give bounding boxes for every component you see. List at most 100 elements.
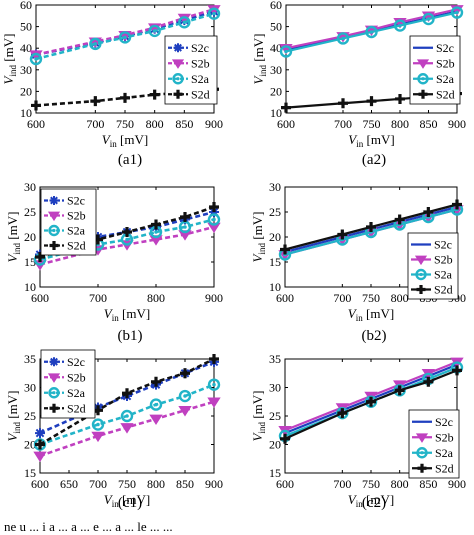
y-tick-label: 10: [24, 280, 36, 294]
data-point: [207, 378, 221, 391]
data-point: [207, 7, 221, 20]
data-point: [89, 37, 102, 51]
x-axis-label: Vin [mV]: [348, 492, 394, 509]
series-line: [35, 8, 215, 56]
y-tick-label: 20: [269, 438, 281, 452]
y-tick-label: 35: [24, 352, 36, 366]
x-tick-label: 900: [205, 291, 223, 305]
legend-label: S2a: [191, 72, 210, 86]
data-point: [91, 418, 105, 431]
data-point: [336, 32, 350, 45]
x-tick-label: 600: [276, 477, 294, 491]
data-point: [149, 89, 160, 100]
series-S2c: [284, 363, 458, 435]
data-point: [450, 6, 464, 19]
legend-label: S2a: [436, 72, 455, 86]
x-tick-label: 850: [176, 477, 194, 491]
legend-marker: [173, 89, 183, 99]
panel-caption: (c2): [362, 495, 386, 511]
legend-marker: [414, 255, 428, 266]
data-point: [120, 423, 134, 434]
legend-marker: [47, 373, 61, 383]
legend-label: S2b: [434, 253, 453, 267]
x-tick-label: 750: [362, 477, 380, 491]
series-line: [39, 400, 215, 458]
x-tick-label: 850: [175, 117, 193, 131]
data-point: [118, 31, 132, 44]
x-tick-label: 700: [86, 117, 104, 131]
legend-label: S2d: [67, 239, 86, 253]
y-tick-label: 60: [270, 0, 282, 12]
data-point: [279, 45, 293, 58]
x-tick-label: 700: [333, 477, 351, 491]
x-tick-label: 750: [116, 117, 134, 131]
data-point: [365, 25, 378, 39]
legend-label: S2b: [435, 430, 454, 444]
x-tick-label: 750: [363, 117, 381, 131]
x-tick-label: 900: [448, 477, 466, 491]
x-tick-label: 800: [391, 477, 409, 491]
chart-panel-c2: 600 700 750 800 850 900 15 20 25 30 35 Vin [mV] Vind…: [250, 352, 466, 511]
y-tick-label: 25: [24, 409, 36, 423]
y-tick-label: 10: [270, 106, 282, 120]
y-tick-label: 15: [24, 466, 36, 480]
x-tick-label: 900: [205, 117, 223, 131]
y-tick-label: 20: [20, 84, 32, 98]
legend-label: S2c: [434, 238, 452, 252]
legend-label: S2c: [67, 355, 85, 369]
x-tick-label: 700: [89, 291, 107, 305]
legend-label: S2c: [435, 415, 453, 429]
legend-marker: [415, 268, 427, 281]
bottom-caption: ne u ... i a ... a ... e ... a ... le ..…: [4, 519, 173, 534]
legend-label: S2c: [436, 41, 454, 55]
series-S2a: [279, 6, 464, 58]
x-tick-label: 700: [334, 117, 352, 131]
data-point: [209, 202, 219, 212]
data-point: [394, 385, 405, 396]
x-axis-label: Vin [mV]: [104, 492, 150, 509]
legend-marker: [49, 241, 59, 250]
y-axis-label: Vind [mV]: [251, 34, 268, 85]
x-axis-label: Vin [mV]: [102, 132, 148, 149]
x-tick-label: 750: [118, 477, 136, 491]
y-tick-label: 30: [20, 63, 32, 77]
data-point: [31, 100, 41, 111]
legend-label: S2a: [67, 224, 86, 238]
legend-marker: [49, 357, 59, 367]
x-tick-label: 800: [391, 117, 409, 131]
data-point: [338, 98, 348, 109]
y-axis-label: Vind [mV]: [5, 212, 22, 263]
series-line: [39, 383, 215, 446]
legend-marker: [416, 285, 426, 294]
x-tick-label: 800: [391, 291, 409, 305]
data-point: [207, 213, 221, 226]
y-tick-label: 25: [269, 205, 281, 219]
x-tick-label: 750: [362, 291, 380, 305]
panel-caption: (b1): [118, 328, 143, 344]
chart-panel-b2: 6007007508008509001015202530Vin [mV]Vind…: [250, 180, 466, 344]
data-point: [423, 376, 434, 387]
y-tick-label: 40: [20, 41, 32, 55]
data-point: [209, 354, 219, 364]
data-point: [178, 389, 192, 403]
x-tick-label: 700: [89, 477, 107, 491]
series-line: [284, 369, 458, 440]
y-tick-label: 10: [20, 106, 32, 120]
x-tick-label: 600: [27, 117, 45, 131]
legend-marker: [49, 403, 59, 413]
data-point: [33, 451, 47, 463]
data-point: [178, 16, 191, 29]
data-point: [151, 219, 161, 230]
legend-marker: [416, 447, 428, 459]
legend-marker: [417, 73, 429, 85]
chart-panel-c1: 600 650 700 750 800 850 900 15 20 25 30 35 Vin [mV] V…: [5, 349, 223, 511]
x-tick-label: 600: [277, 117, 295, 131]
data-point: [35, 252, 45, 262]
legend-label: S2a: [67, 386, 86, 400]
series-line: [35, 12, 215, 61]
